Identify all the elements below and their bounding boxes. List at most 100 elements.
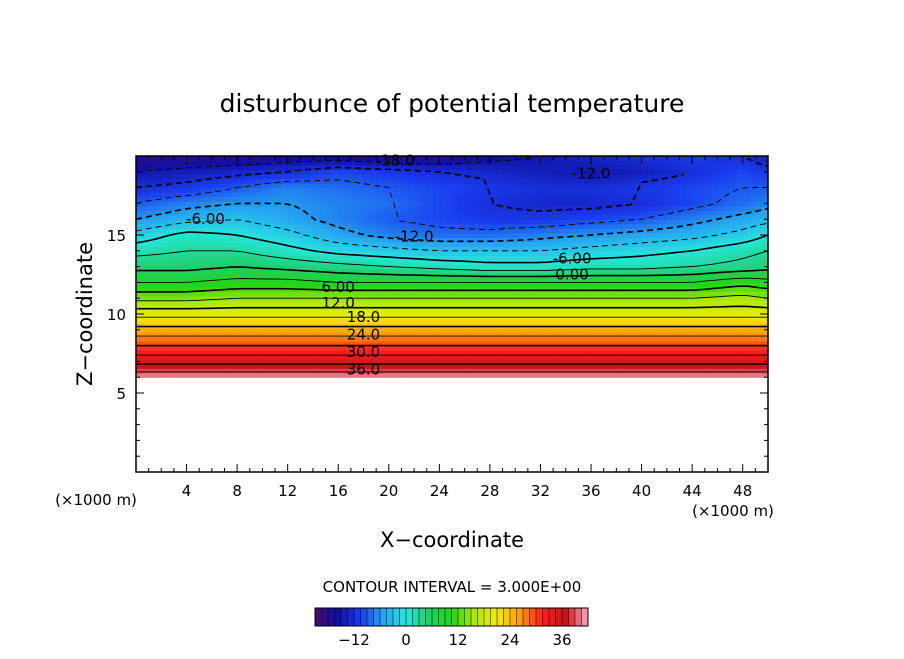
field-cell	[458, 192, 465, 197]
field-cell	[345, 192, 352, 197]
field-cell	[149, 309, 156, 314]
field-cell	[414, 319, 421, 324]
field-cell	[326, 197, 333, 202]
field-cell	[503, 201, 510, 206]
field-cell	[471, 319, 478, 324]
field-cell	[294, 233, 301, 238]
field-cell	[401, 328, 408, 333]
field-cell	[187, 183, 194, 188]
field-cell	[433, 269, 440, 274]
field-cell	[623, 233, 630, 238]
field-cell	[496, 183, 503, 188]
field-cell	[503, 373, 510, 378]
field-cell	[414, 300, 421, 305]
field-cell	[338, 328, 345, 333]
field-cell	[515, 165, 522, 170]
field-cell	[471, 373, 478, 378]
field-cell	[338, 233, 345, 238]
field-cell	[515, 251, 522, 256]
field-cell	[667, 228, 674, 233]
field-cell	[439, 368, 446, 373]
field-cell	[389, 373, 396, 378]
field-cell	[187, 237, 194, 242]
field-cell	[389, 246, 396, 251]
field-cell	[477, 269, 484, 274]
field-cell	[149, 219, 156, 224]
field-cell	[755, 165, 762, 170]
field-cell	[522, 165, 529, 170]
field-cell	[224, 237, 231, 242]
field-cell	[755, 255, 762, 260]
field-cell	[698, 242, 705, 247]
field-cell	[401, 287, 408, 292]
field-cell	[654, 210, 661, 215]
field-cell	[534, 183, 541, 188]
field-cell	[528, 215, 535, 220]
field-cell	[692, 319, 699, 324]
field-cell	[300, 337, 307, 342]
field-cell	[547, 179, 554, 184]
field-cell	[439, 201, 446, 206]
field-cell	[528, 219, 535, 224]
field-cell	[364, 224, 371, 229]
field-cell	[503, 179, 510, 184]
field-cell	[477, 282, 484, 287]
field-cell	[667, 260, 674, 265]
field-cell	[376, 192, 383, 197]
field-cell	[382, 260, 389, 265]
field-cell	[193, 255, 200, 260]
field-cell	[439, 188, 446, 193]
field-cell	[680, 228, 687, 233]
field-cell	[262, 206, 269, 211]
field-cell	[597, 328, 604, 333]
field-cell	[642, 260, 649, 265]
field-cell	[717, 228, 724, 233]
field-cell	[559, 165, 566, 170]
field-cell	[692, 251, 699, 256]
field-cell	[509, 337, 516, 342]
field-cell	[515, 233, 522, 238]
field-cell	[452, 188, 459, 193]
field-cell	[515, 368, 522, 373]
field-cell	[484, 251, 491, 256]
field-cell	[161, 260, 168, 265]
field-cell	[661, 319, 668, 324]
field-cell	[288, 328, 295, 333]
field-cell	[212, 328, 219, 333]
field-cell	[187, 350, 194, 355]
field-cell	[604, 337, 611, 342]
field-cell	[736, 233, 743, 238]
field-cell	[389, 291, 396, 296]
field-cell	[578, 300, 585, 305]
field-cell	[553, 219, 560, 224]
field-cell	[572, 300, 579, 305]
field-cell	[281, 224, 288, 229]
field-cell	[509, 228, 516, 233]
field-cell	[749, 201, 756, 206]
field-cell	[193, 233, 200, 238]
field-cell	[382, 228, 389, 233]
field-cell	[515, 337, 522, 342]
field-cell	[496, 197, 503, 202]
field-cell	[206, 242, 213, 247]
field-cell	[420, 165, 427, 170]
field-cell	[237, 273, 244, 278]
field-cell	[142, 188, 149, 193]
field-cell	[243, 188, 250, 193]
field-cell	[218, 228, 225, 233]
field-cell	[484, 219, 491, 224]
field-cell	[661, 282, 668, 287]
field-cell	[736, 219, 743, 224]
field-cell	[307, 337, 314, 342]
field-cell	[686, 255, 693, 260]
field-cell	[218, 309, 225, 314]
field-cell	[313, 206, 320, 211]
field-cell	[566, 188, 573, 193]
field-cell	[300, 368, 307, 373]
field-cell	[585, 215, 592, 220]
field-cell	[724, 161, 731, 166]
field-cell	[300, 350, 307, 355]
field-cell	[345, 246, 352, 251]
field-cell	[262, 233, 269, 238]
field-cell	[136, 350, 143, 355]
